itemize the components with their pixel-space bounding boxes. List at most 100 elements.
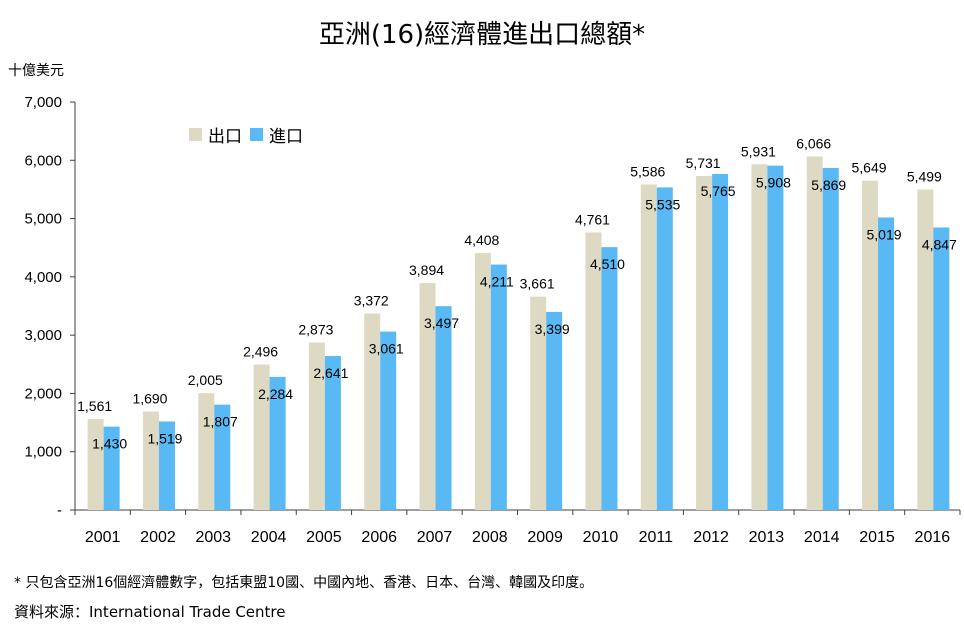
x-tick-label-2010: 2010 (583, 529, 619, 546)
bar-exports-2012 (696, 175, 713, 510)
data-label-imports-2014: 5,869 (811, 177, 846, 193)
x-tick-label-2004: 2004 (251, 529, 287, 546)
data-label-exports-2004: 2,496 (243, 344, 278, 360)
bar-imports-2016 (933, 227, 950, 510)
data-label-imports-2010: 4,510 (590, 256, 625, 272)
bar-imports-2008 (490, 264, 507, 510)
bar-imports-2009 (546, 311, 563, 510)
data-label-imports-2001: 1,430 (92, 436, 127, 452)
x-tick-label-2013: 2013 (749, 529, 785, 546)
footnote: * 只包含亞洲16個經濟體數字，包括東盟10國、中國內地、香港、日本、台灣、韓國… (14, 575, 594, 591)
y-tick-label: 7,000 (24, 94, 62, 111)
y-tick-label: 2,000 (24, 385, 62, 402)
bar-exports-2016 (917, 189, 934, 510)
bar-imports-2013 (767, 165, 784, 510)
legend-swatch-exports (189, 128, 202, 141)
x-tick-label-2001: 2001 (85, 529, 121, 546)
x-tick-label-2011: 2011 (639, 529, 674, 546)
x-tick-label-2006: 2006 (361, 529, 397, 546)
bar-imports-2003 (214, 404, 231, 510)
bar-imports-2010 (601, 247, 618, 511)
data-label-imports-2011: 5,535 (645, 196, 680, 212)
y-tick-label: 6,000 (24, 152, 62, 169)
bar-exports-2010 (585, 232, 602, 510)
data-label-imports-2016: 4,847 (922, 236, 957, 252)
x-tick-label-2005: 2005 (306, 529, 342, 546)
source-note: 資料來源：International Trade Centre (14, 603, 286, 621)
bar-imports-2006 (380, 331, 397, 510)
data-label-exports-2010: 4,761 (575, 212, 610, 228)
legend-label-imports: 進口 (269, 127, 303, 147)
bar-exports-2005 (308, 342, 325, 510)
bar-imports-2005 (324, 356, 341, 510)
data-label-exports-2014: 6,066 (796, 135, 831, 151)
x-tick-label-2003: 2003 (195, 529, 231, 546)
bar-exports-2011 (640, 184, 657, 510)
data-label-exports-2001: 1,561 (77, 398, 112, 414)
bar-exports-2006 (364, 313, 381, 510)
bar-exports-2009 (530, 296, 547, 510)
x-tick-label-2007: 2007 (417, 529, 453, 546)
data-label-imports-2008: 4,211 (480, 274, 514, 290)
data-label-exports-2012: 5,731 (686, 155, 721, 171)
data-label-imports-2009: 3,399 (535, 321, 570, 337)
bar-exports-2002 (142, 411, 159, 510)
data-label-exports-2007: 3,894 (409, 262, 444, 278)
legend-swatch-imports (250, 128, 263, 141)
bar-imports-2014 (822, 167, 839, 510)
data-label-exports-2003: 2,005 (188, 372, 223, 388)
data-label-exports-2005: 2,873 (298, 322, 333, 338)
bar-exports-2004 (253, 364, 270, 510)
bar-imports-2012 (712, 173, 729, 511)
y-tick-label: - (57, 502, 62, 519)
data-label-imports-2003: 1,807 (203, 414, 238, 430)
data-label-imports-2002: 1,519 (147, 430, 182, 446)
data-label-exports-2009: 3,661 (520, 276, 555, 292)
data-label-exports-2016: 5,499 (907, 168, 942, 184)
bar-exports-2003 (198, 393, 215, 510)
y-axis-unit-label: 十億美元 (8, 63, 64, 79)
y-tick-label: 3,000 (24, 327, 62, 344)
data-label-imports-2007: 3,497 (424, 315, 459, 331)
data-label-imports-2006: 3,061 (369, 341, 404, 357)
bar-imports-2015 (878, 217, 895, 511)
data-label-exports-2013: 5,931 (741, 143, 776, 159)
bar-exports-2008 (474, 253, 491, 510)
data-label-exports-2008: 4,408 (464, 232, 499, 248)
data-label-imports-2015: 5,019 (867, 226, 902, 242)
bar-imports-2004 (269, 376, 286, 510)
data-label-exports-2006: 3,372 (354, 292, 389, 308)
data-label-exports-2015: 5,649 (852, 160, 887, 176)
x-tick-label-2014: 2014 (804, 529, 840, 546)
x-tick-label-2016: 2016 (915, 529, 951, 546)
y-tick-label: 1,000 (24, 444, 62, 461)
legend: 出口 進口 (189, 122, 311, 147)
y-tick-label: 4,000 (24, 269, 62, 286)
chart-title: 亞洲(16)經濟體進出口總額* (318, 20, 646, 50)
bar-imports-2001 (103, 426, 120, 510)
y-tick-label: 5,000 (24, 211, 62, 228)
x-tick-label-2008: 2008 (472, 529, 508, 546)
data-label-exports-2002: 1,690 (132, 390, 167, 406)
legend-label-exports: 出口 (208, 127, 242, 147)
bar-imports-2002 (158, 421, 175, 510)
x-tick-label-2015: 2015 (859, 529, 895, 546)
bar-imports-2007 (435, 306, 452, 510)
data-label-exports-2011: 5,586 (630, 163, 665, 179)
data-label-imports-2012: 5,765 (701, 183, 736, 199)
data-label-imports-2004: 2,284 (258, 386, 293, 402)
bar-exports-2007 (419, 283, 436, 510)
data-label-imports-2005: 2,641 (313, 365, 348, 381)
x-tick-label-2012: 2012 (693, 529, 729, 546)
bar-exports-2014 (806, 156, 823, 511)
x-tick-label-2009: 2009 (527, 529, 563, 546)
legend-item-imports: 進口 (250, 122, 303, 147)
bar-imports-2011 (656, 187, 673, 511)
data-label-imports-2013: 5,908 (756, 175, 791, 191)
legend-item-exports: 出口 (189, 122, 242, 147)
bar-exports-2013 (751, 164, 768, 510)
x-tick-label-2002: 2002 (140, 529, 176, 546)
bar-exports-2015 (862, 180, 879, 510)
bar-exports-2001 (87, 419, 104, 510)
